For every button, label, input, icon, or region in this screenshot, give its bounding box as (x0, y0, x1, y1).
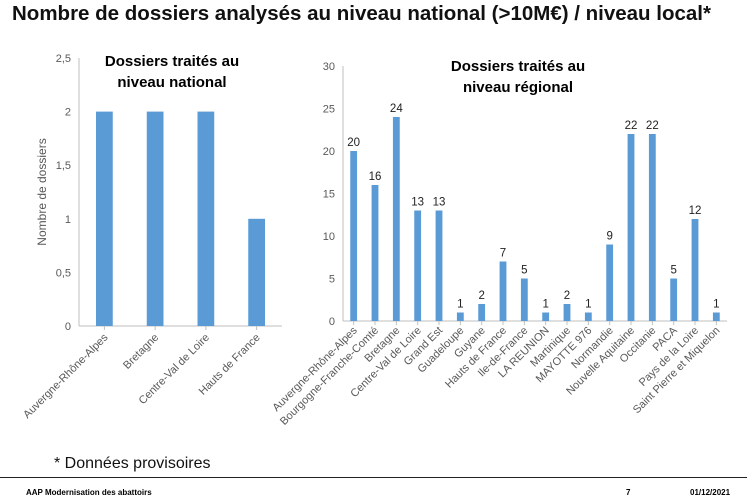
regional-bar (648, 134, 656, 321)
regional-y-tick-label: 15 (323, 189, 335, 201)
regional-chart-title: niveau régional (463, 79, 573, 96)
regional-data-label: 1 (542, 299, 548, 311)
national-chart-title: Dossiers traités au (105, 53, 239, 70)
national-bar (146, 111, 164, 326)
national-y-axis-title: Nombre de dossiers (35, 138, 49, 245)
national-bar (248, 218, 265, 326)
footer-date: 01/12/2021 (690, 488, 731, 497)
regional-bar (542, 312, 550, 321)
regional-y-tick-label: 10 (323, 231, 335, 243)
regional-data-label: 2 (564, 290, 570, 302)
footer-program-name: AAP Modernisation des abattoirs (26, 488, 152, 497)
regional-data-label: 16 (369, 171, 382, 183)
regional-bar (499, 261, 507, 321)
national-bar (197, 111, 215, 326)
footer-divider (0, 477, 747, 478)
national-y-tick-label: 0 (65, 321, 71, 333)
regional-chart-title: Dossiers traités au (451, 58, 585, 75)
regional-data-label: 20 (347, 137, 360, 149)
regional-bar (670, 278, 678, 321)
regional-data-label: 1 (585, 299, 591, 311)
regional-bar (606, 244, 614, 321)
regional-bar (712, 312, 720, 321)
regional-data-label: 1 (713, 299, 719, 311)
regional-bar (691, 219, 699, 321)
national-y-tick-label: 1 (65, 214, 71, 226)
regional-bar (563, 304, 571, 321)
regional-data-label: 13 (433, 197, 446, 209)
regional-data-label: 9 (606, 231, 612, 243)
footnote: * Données provisoires (54, 455, 211, 472)
regional-bar (414, 210, 422, 321)
regional-bar (456, 312, 464, 321)
regional-bar (392, 117, 400, 321)
regional-bar (584, 312, 592, 321)
footer-page-number: 7 (626, 488, 631, 497)
regional-data-label: 12 (689, 205, 702, 217)
national-y-tick-label: 2,5 (56, 53, 71, 65)
regional-y-tick-label: 20 (323, 146, 335, 158)
national-y-tick-label: 1,5 (56, 160, 71, 172)
regional-bar (350, 151, 358, 321)
regional-y-tick-label: 25 (323, 104, 335, 116)
regional-bar (371, 185, 379, 321)
regional-y-tick-label: 5 (329, 274, 335, 286)
regional-data-label: 5 (670, 265, 676, 277)
regional-y-tick-label: 30 (323, 61, 335, 73)
regional-data-label: 22 (625, 120, 638, 132)
regional-data-label: 13 (411, 197, 424, 209)
regional-y-tick-label: 0 (329, 316, 335, 328)
national-y-tick-label: 2 (65, 107, 71, 119)
regional-bar (435, 210, 443, 321)
regional-data-label: 1 (457, 299, 463, 311)
national-y-tick-label: 0,5 (56, 267, 71, 279)
slide-title: Nombre de dossiers analysés au niveau na… (12, 2, 711, 25)
regional-bar (478, 304, 486, 321)
national-bar (96, 111, 113, 326)
national-chart-title: niveau national (117, 74, 226, 91)
regional-data-label: 24 (390, 103, 403, 115)
regional-x-tick-label: Auvergne-Rhône-Alpes (270, 324, 360, 414)
regional-bar (627, 134, 635, 321)
regional-data-label: 7 (500, 248, 506, 260)
regional-bar (520, 278, 528, 321)
regional-data-label: 5 (521, 265, 527, 277)
regional-data-label: 22 (646, 120, 659, 132)
regional-data-label: 2 (478, 290, 484, 302)
